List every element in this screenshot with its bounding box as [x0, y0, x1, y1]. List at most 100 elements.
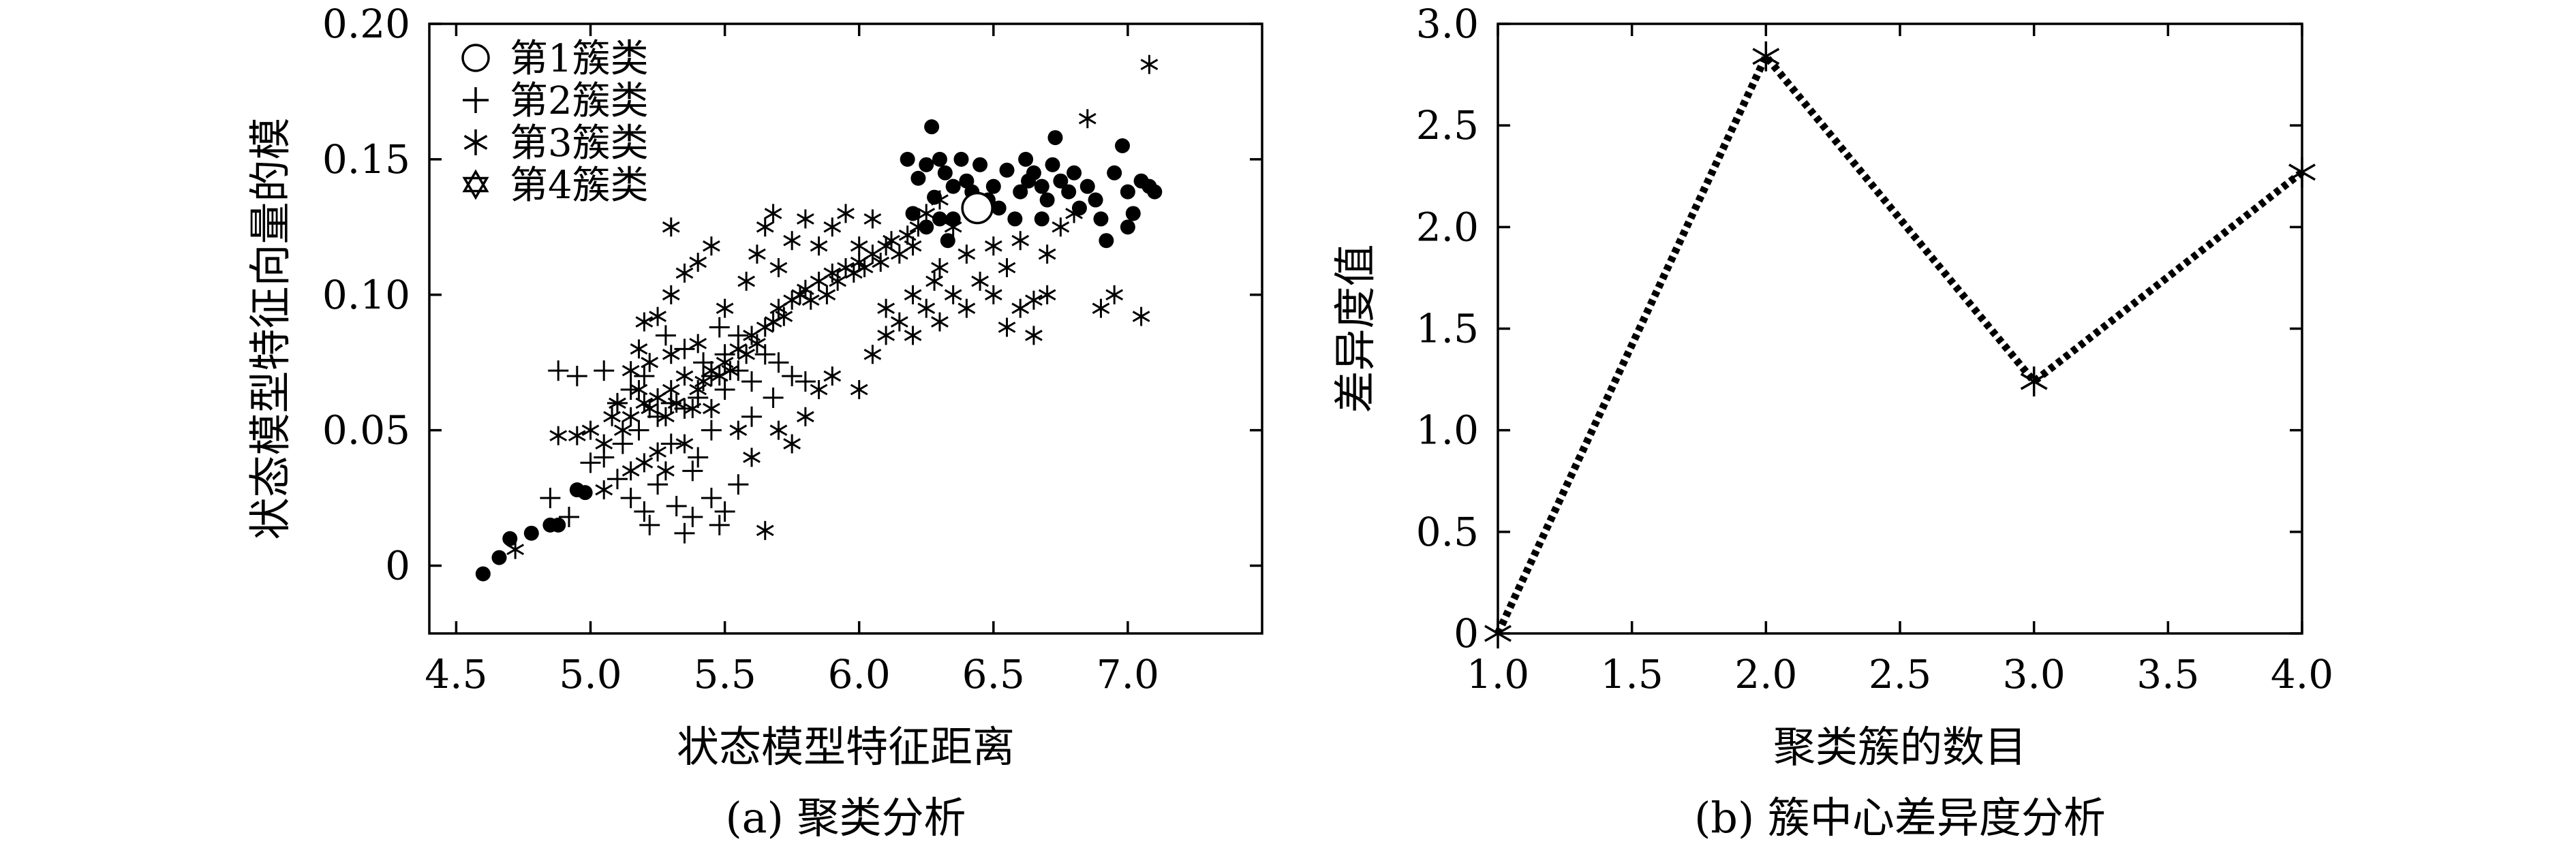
x-tick-label-b: 2.5 — [1869, 651, 1931, 697]
y-tick-label-a: 0.20 — [322, 1, 410, 47]
scatter-point-series-2 — [688, 447, 709, 468]
scatter-point-series-3 — [568, 426, 586, 445]
scatter-point-series-1 — [1115, 138, 1131, 153]
scatter-point-series-1 — [1093, 211, 1109, 227]
scatter-point-series-3 — [649, 442, 666, 462]
scatter-point-series-1 — [1088, 192, 1103, 208]
x-tick-label-a: 5.0 — [559, 651, 622, 697]
legend-symbol-circle — [461, 44, 490, 72]
scatter-point-series-3 — [904, 236, 922, 256]
scatter-point-series-3 — [883, 231, 900, 251]
panel-b-line: 1.0 1.5 2.0 2.5 3.0 3.5 4.0 0 0.5 1.0 1.5 2.0 2.5 3.0… — [1330, 1, 2333, 843]
scatter-point-series-3 — [609, 393, 626, 413]
scatter-point-series-2 — [701, 488, 722, 509]
scatter-point-series-3 — [783, 231, 801, 251]
scatter-point-series-3 — [904, 285, 922, 304]
scatter-point-series-2 — [639, 514, 660, 535]
scatter-point-series-3 — [635, 312, 654, 332]
legend-symbol-star — [462, 169, 489, 200]
scatter-point-series-1 — [1061, 184, 1077, 200]
scatter-point-series-3 — [890, 245, 908, 264]
scatter-point-series-3 — [837, 204, 855, 223]
scatter-point-series-1 — [919, 219, 934, 235]
x-tick-label-b: 1.5 — [1601, 651, 1663, 697]
scatter-point-series-3 — [971, 271, 989, 291]
y-tick-label-a: 0.05 — [322, 407, 410, 454]
y-tick-label-b: 3.0 — [1416, 1, 1479, 47]
scatter-point-series-3 — [667, 393, 686, 413]
y-tick-label-b: 0.5 — [1416, 509, 1479, 555]
line-point-marker — [2020, 366, 2048, 397]
y-tick-label-b: 1.0 — [1416, 407, 1479, 454]
scatter-point-series-2 — [741, 371, 763, 392]
scatter-point-series-3 — [890, 312, 908, 332]
scatter-point-series-3 — [737, 345, 756, 364]
scatter-point-series-3 — [622, 361, 640, 381]
scatter-point-series-3 — [909, 217, 927, 237]
scatter-point-series-3 — [716, 298, 734, 318]
scatter-point-series-2 — [666, 496, 687, 517]
scatter-points — [475, 54, 1163, 582]
line-markers — [1484, 41, 2316, 648]
scatter-point-series-1 — [523, 525, 539, 541]
scatter-point-series-1 — [502, 531, 518, 546]
scatter-point-series-2 — [714, 379, 735, 400]
scatter-point-series-3 — [595, 480, 613, 500]
panel-a-scatter: 4.5 5.0 5.5 6.0 6.5 7.0 0 0.05 0.10 0.15 0.20 状态模型… — [245, 1, 1263, 843]
scatter-point-series-1 — [940, 233, 955, 249]
scatter-point-series-2 — [558, 506, 579, 527]
x-axis-label-a: 状态模型特征距离 — [677, 722, 1015, 772]
series-line — [1494, 49, 2305, 635]
scatter-point-series-3 — [622, 461, 640, 481]
scatter-point-series-1 — [1125, 206, 1141, 221]
scatter-point-series-1 — [932, 151, 947, 167]
scatter-point-series-3 — [818, 285, 836, 304]
scatter-point-series-3 — [783, 434, 801, 454]
scatter-point-series-3 — [944, 217, 962, 237]
scatter-point-series-2 — [674, 522, 695, 544]
y-tick-label-b: 2.5 — [1416, 102, 1479, 148]
scatter-point-series-1 — [937, 165, 953, 180]
scatter-point-series-2 — [580, 452, 601, 473]
scatter-point-series-3 — [630, 380, 648, 399]
scatter-point-series-3 — [675, 366, 694, 386]
scatter-point-series-1 — [1045, 157, 1060, 172]
scatter-point-series-3 — [769, 420, 788, 440]
scatter-point-series-3 — [810, 380, 828, 399]
scatter-point-series-3 — [1140, 54, 1159, 74]
scatter-point-series-3 — [872, 253, 890, 272]
scatter-point-series-3 — [764, 204, 782, 223]
caption-b: (b) 簇中心差异度分析 — [1694, 793, 2106, 843]
scatter-point-series-1 — [905, 206, 921, 221]
scatter-point-series-3 — [925, 271, 943, 291]
scatter-point-series-3 — [877, 298, 895, 318]
scatter-point-series-1 — [900, 151, 915, 167]
scatter-point-series-1 — [1047, 130, 1063, 146]
scatter-point-series-3 — [603, 407, 621, 426]
scatter-point-series-3 — [756, 520, 774, 540]
scatter-point-series-2 — [607, 469, 628, 490]
x-tick-label-b: 3.5 — [2136, 651, 2199, 697]
legend-symbol-plus — [463, 87, 489, 113]
legend-marker-asterisk — [463, 129, 488, 155]
scatter-point-series-2 — [594, 360, 615, 381]
scatter-point-series-1 — [972, 157, 988, 172]
scatter-point-series-1 — [1147, 184, 1163, 200]
plot-frame-a — [428, 22, 1263, 635]
scatter-point-series-3 — [1025, 326, 1043, 345]
scatter-point-series-3 — [829, 271, 847, 291]
scatter-point-series-3 — [998, 317, 1016, 337]
legend-item-3: 第3簇类 — [463, 121, 649, 166]
y-axis-label-b: 差异度值 — [1330, 244, 1380, 413]
scatter-point-series-3 — [984, 236, 1002, 256]
scatter-point-series-3 — [613, 420, 632, 440]
scatter-point-series-1 — [1079, 178, 1095, 194]
legend-symbol-asterisk — [463, 129, 488, 155]
y-tick-label-b: 2.0 — [1416, 204, 1479, 250]
scatter-point-series-2 — [674, 339, 695, 360]
scatter-point-series-3 — [622, 407, 640, 426]
scatter-point-series-3 — [850, 236, 868, 256]
scatter-point-series-1 — [551, 517, 566, 533]
legend-label-1: 第1簇类 — [510, 37, 649, 81]
